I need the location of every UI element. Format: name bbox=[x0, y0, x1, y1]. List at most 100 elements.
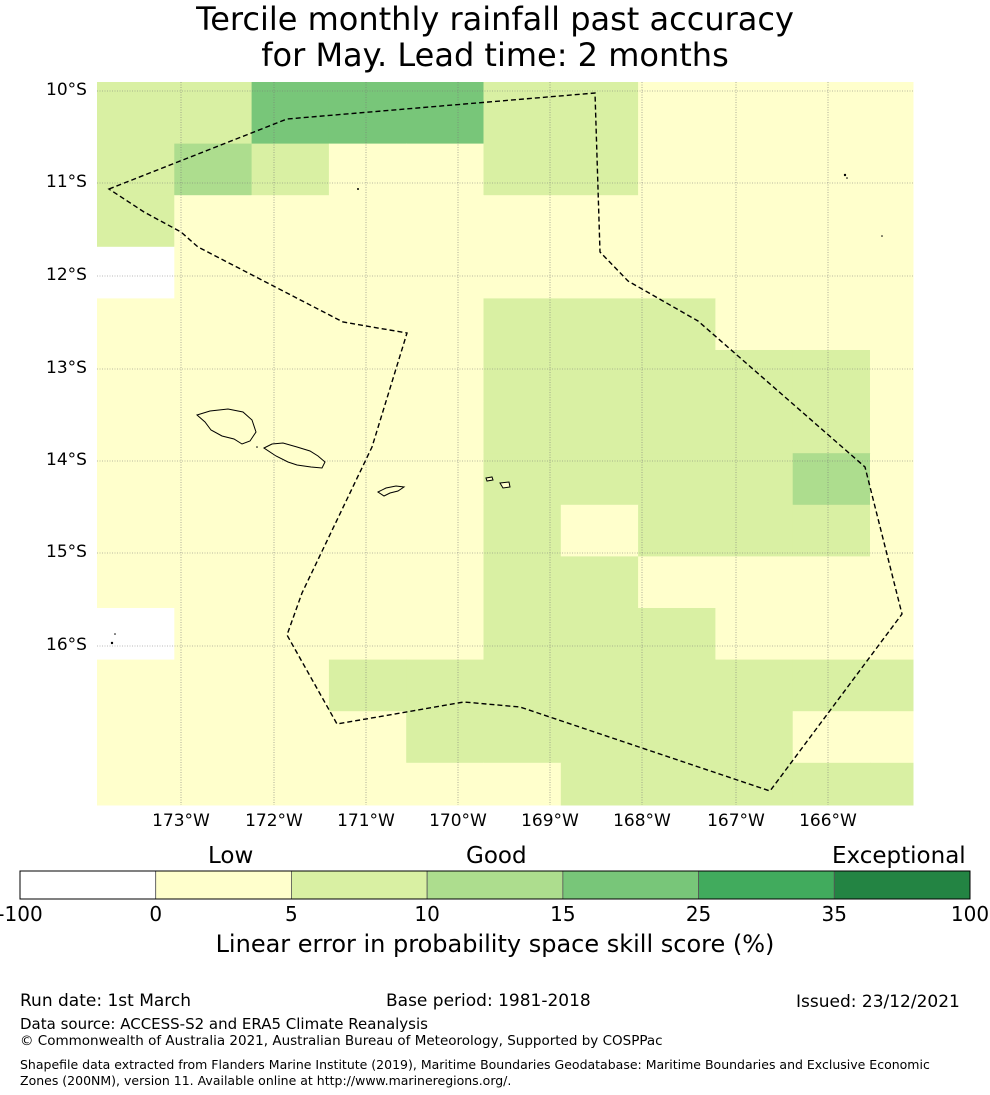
base-period: Base period: 1981-2018 bbox=[386, 991, 591, 1011]
longitude-label: 173°W bbox=[152, 811, 210, 831]
grid-cell bbox=[406, 350, 484, 403]
longitude-label: 170°W bbox=[429, 811, 487, 831]
grid-cell bbox=[97, 298, 175, 351]
upolu-savaii-island bbox=[195, 408, 257, 445]
grid-cell bbox=[251, 350, 330, 403]
colorbar-title: Linear error in probability space skill … bbox=[215, 930, 775, 958]
islet-4 bbox=[881, 235, 883, 237]
grid-cell bbox=[483, 143, 562, 196]
grid-cell bbox=[328, 82, 407, 145]
grid-cell bbox=[715, 659, 794, 712]
grid-cell bbox=[174, 504, 253, 557]
grid-cell bbox=[870, 608, 914, 661]
grid-cell bbox=[870, 350, 914, 403]
grid-cell bbox=[406, 711, 484, 764]
grid-cell bbox=[715, 195, 794, 248]
grid-cell bbox=[174, 659, 253, 712]
grid-cell bbox=[251, 143, 330, 196]
colorbar-segment bbox=[155, 870, 292, 900]
grid-cell bbox=[638, 453, 716, 506]
grid-cell bbox=[792, 556, 871, 609]
grid-cell bbox=[406, 556, 484, 609]
grid-cell bbox=[560, 82, 639, 145]
grid-cell bbox=[715, 143, 794, 196]
grid-cell bbox=[870, 143, 914, 196]
skill-grid-cells bbox=[97, 82, 914, 806]
grid-cell bbox=[328, 298, 407, 351]
grid-cell bbox=[792, 659, 871, 712]
grid-cell bbox=[328, 453, 407, 506]
issued-date: Issued: 23/12/2021 bbox=[796, 992, 960, 1012]
grid-cell bbox=[328, 556, 407, 609]
grid-cell bbox=[560, 401, 639, 454]
colorbar-tick-label: 15 bbox=[550, 902, 576, 926]
grid-cell bbox=[97, 246, 175, 299]
grid-cell bbox=[406, 608, 484, 661]
grid-cell bbox=[174, 762, 253, 806]
grid-cell bbox=[870, 659, 914, 712]
grid-cell bbox=[251, 504, 330, 557]
latitude-label: 15°S bbox=[46, 542, 87, 562]
grid-cell bbox=[638, 401, 716, 454]
grid-cell bbox=[251, 195, 330, 248]
grid-cell bbox=[792, 350, 871, 403]
grid-cell bbox=[560, 246, 639, 299]
grid-cell bbox=[328, 504, 407, 557]
grid-cell bbox=[483, 246, 562, 299]
category-low-label: Low bbox=[208, 843, 254, 869]
longitude-label: 168°W bbox=[613, 811, 671, 831]
grid-cell bbox=[251, 298, 330, 351]
upolu-island bbox=[263, 442, 326, 469]
grid-cell bbox=[97, 401, 175, 454]
grid-cell bbox=[328, 608, 407, 661]
longitude-label: 166°W bbox=[799, 811, 857, 831]
tutuila-island bbox=[377, 485, 406, 497]
grid-cell bbox=[715, 504, 794, 557]
latitude-label: 14°S bbox=[46, 450, 87, 470]
grid-cell bbox=[638, 504, 716, 557]
grid-cell bbox=[638, 556, 716, 609]
grid-cell bbox=[560, 711, 639, 764]
longitude-label: 169°W bbox=[521, 811, 579, 831]
grid-cell bbox=[328, 401, 407, 454]
grid-cell bbox=[97, 350, 175, 403]
colorbar-tick-label: -100 bbox=[0, 902, 43, 926]
grid-cell bbox=[792, 762, 871, 806]
colorbar-tick-label: 35 bbox=[821, 902, 847, 926]
grid-cell bbox=[870, 453, 914, 506]
grid-cell bbox=[174, 298, 253, 351]
grid-cell bbox=[483, 556, 562, 609]
grid-cell bbox=[406, 659, 484, 712]
grid-cell bbox=[174, 195, 253, 248]
category-exceptional-label: Exceptional bbox=[832, 843, 966, 869]
colorbar-tick-label: 10 bbox=[414, 902, 440, 926]
colorbar-segment bbox=[562, 870, 699, 900]
grid-cell bbox=[792, 504, 871, 557]
grid-cell bbox=[483, 401, 562, 454]
grid-cell bbox=[251, 762, 330, 806]
grid-cell bbox=[560, 608, 639, 661]
grid-cell bbox=[792, 608, 871, 661]
islet-6 bbox=[114, 633, 116, 635]
grid-cell bbox=[715, 711, 794, 764]
title-line-2: for May. Lead time: 2 months bbox=[261, 36, 729, 74]
grid-cell bbox=[483, 350, 562, 403]
grid-cell bbox=[870, 401, 914, 454]
grid-cell bbox=[406, 453, 484, 506]
grid-cell bbox=[251, 556, 330, 609]
grid-cell bbox=[638, 143, 716, 196]
latitude-label: 16°S bbox=[46, 635, 87, 655]
grid-cell bbox=[638, 246, 716, 299]
colorbar-tick-label: 25 bbox=[685, 902, 712, 926]
grid-cell bbox=[251, 659, 330, 712]
grid-cell bbox=[870, 298, 914, 351]
grid-cell bbox=[328, 143, 407, 196]
grid-cell bbox=[97, 453, 175, 506]
data-source: Data source: ACCESS-S2 and ERA5 Climate … bbox=[20, 1015, 428, 1033]
grid-cell bbox=[792, 246, 871, 299]
grid-cell bbox=[715, 298, 794, 351]
copyright-note: © Commonwealth of Australia 2021, Austra… bbox=[20, 1033, 663, 1049]
longitude-label: 171°W bbox=[337, 811, 395, 831]
latitude-label: 12°S bbox=[46, 265, 87, 285]
